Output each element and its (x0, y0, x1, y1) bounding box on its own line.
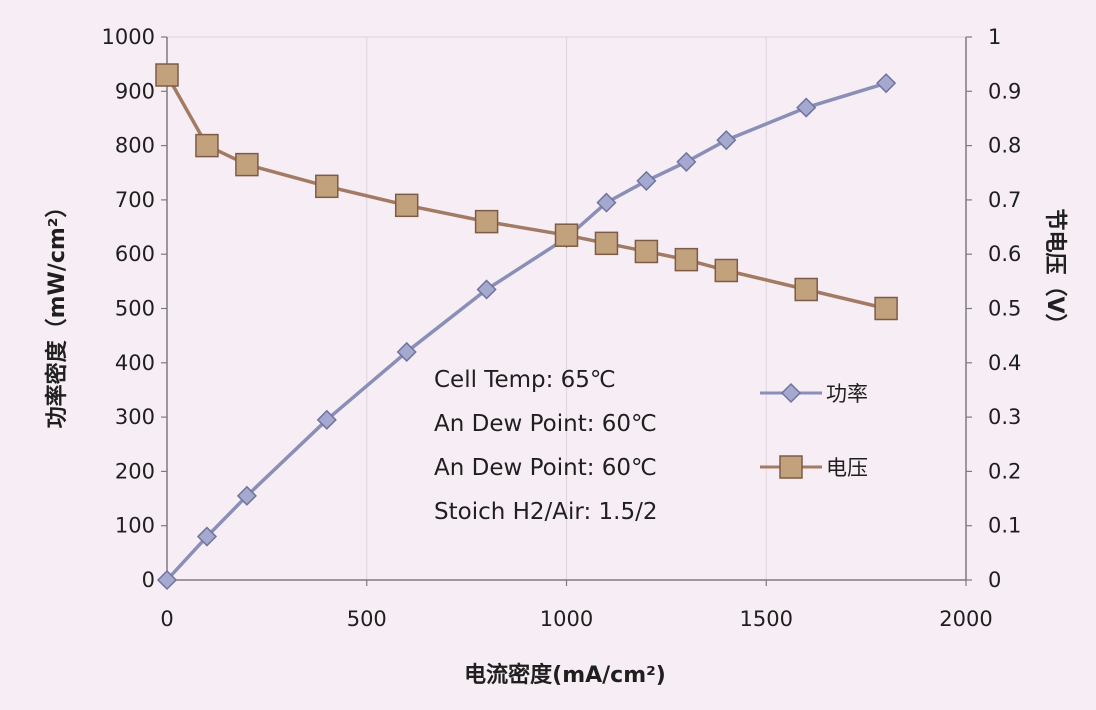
y-right-tick-label: 0.4 (988, 351, 1021, 375)
data-point-diamond (316, 409, 337, 430)
y-right-tick-label: 0.9 (988, 79, 1021, 103)
y-right-tick-label: 0.1 (988, 514, 1021, 538)
data-point-square (554, 223, 579, 247)
data-point-diamond (236, 485, 257, 506)
y-left-tick-label: 300 (115, 405, 155, 429)
y-left-tick-label: 700 (115, 188, 155, 212)
series (155, 63, 898, 591)
grid (167, 36, 966, 580)
data-point-diamond (716, 130, 737, 151)
x-tick-label: 0 (160, 607, 173, 631)
x-axis-title: 电流密度(mA/cm²) (464, 662, 666, 688)
annotation-line: Stoich H2/Air: 1.5/2 (434, 499, 658, 525)
x-tick-label: 1500 (740, 607, 793, 631)
data-point-square (594, 231, 619, 256)
x-tick-label: 2000 (939, 607, 992, 631)
annotation-line: An Dew Point: 60℃ (434, 411, 657, 437)
data-point-diamond (876, 73, 897, 94)
legend-label-voltage: 电压 (826, 456, 868, 480)
data-point-square (235, 152, 259, 177)
y-right-tick-label: 0.6 (988, 242, 1021, 266)
annotation-line: An Dew Point: 60℃ (434, 455, 657, 481)
x-tick-label: 500 (347, 607, 387, 631)
y-left-tick-label: 600 (115, 242, 155, 266)
data-point-square (874, 296, 898, 321)
data-point-square (674, 247, 699, 272)
legend-diamond-marker (780, 382, 802, 404)
y-left-tick-label: 900 (115, 79, 155, 103)
series-voltage (155, 63, 898, 321)
y-left-tick-label: 500 (115, 297, 155, 321)
y-right-tick-label: 0.5 (988, 297, 1021, 321)
y-left-tick-label: 200 (115, 459, 155, 483)
y-axis-right-title: 节电压（V） (1042, 208, 1067, 335)
legend-square-marker (779, 455, 803, 479)
data-point-square (394, 193, 419, 218)
data-point-diamond (796, 97, 817, 118)
y-right-tick-label: 0.2 (988, 459, 1021, 483)
y-right-tick-label: 0.8 (988, 134, 1021, 158)
x-tick-label: 1000 (540, 607, 593, 631)
y-axis-left-title: 功率密度（mW/cm²） (44, 196, 70, 429)
y-right-tick-label: 1 (988, 25, 1001, 49)
data-point-diamond (396, 341, 417, 363)
series-line (165, 74, 887, 311)
data-point-square (634, 239, 659, 264)
data-point-square (714, 258, 739, 283)
data-point-diamond (196, 526, 218, 547)
axes (161, 36, 972, 586)
y-left-tick-label: 400 (115, 351, 155, 375)
data-point-square (474, 209, 499, 234)
y-left-tick-label: 100 (115, 514, 155, 538)
y-left-tick-label: 1000 (102, 25, 155, 49)
data-point-diamond (676, 151, 697, 172)
data-point-square (155, 63, 179, 87)
data-point-square (195, 133, 219, 158)
legend-item-voltage: 电压 (760, 455, 868, 480)
y-right-tick-label: 0.3 (988, 405, 1021, 429)
y-right-tick-label: 0.7 (988, 188, 1021, 212)
data-point-diamond (636, 170, 657, 191)
legend: 功率 电压 (760, 382, 868, 480)
data-point-diamond (476, 279, 497, 300)
y-left-tick-label: 800 (115, 134, 155, 158)
annotation-box: Cell Temp: 65℃ An Dew Point: 60℃ An Dew … (434, 367, 658, 525)
data-point-diamond (156, 569, 178, 591)
y-left-tick-label: 0 (142, 568, 155, 592)
data-point-diamond (596, 192, 617, 213)
y-right-tick-label: 0 (988, 568, 1001, 592)
legend-label-power: 功率 (826, 382, 868, 406)
data-point-square (315, 174, 339, 199)
tick-labels: 0 100 200 300 400 500 600 700 800 900 1000 0 0.1 0.2 0… (102, 25, 1022, 631)
annotation-line: Cell Temp: 65℃ (434, 367, 616, 393)
legend-item-power: 功率 (760, 382, 868, 406)
data-point-square (794, 277, 818, 302)
